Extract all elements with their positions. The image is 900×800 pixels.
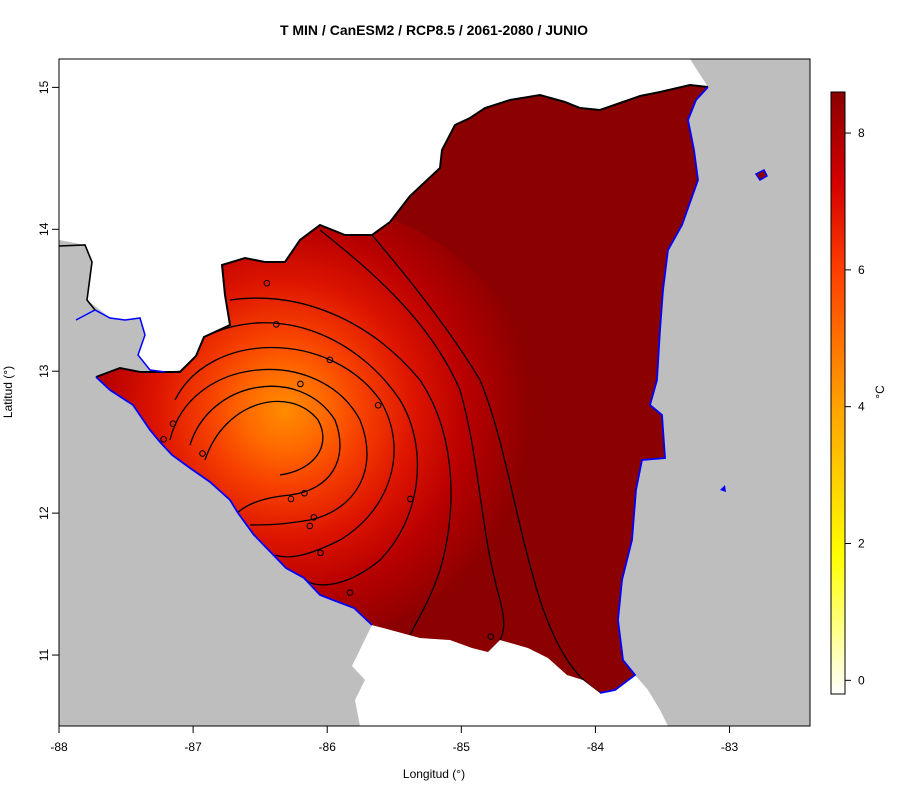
station-marker [317, 549, 324, 557]
small-island [720, 485, 726, 492]
station-marker [169, 420, 177, 428]
y-axis-label: Latitud (°) [1, 366, 15, 418]
honduras-border [59, 244, 96, 311]
y-tick-label: 13 [37, 364, 51, 378]
station-marker [263, 279, 271, 287]
station-marker [407, 495, 414, 503]
colorbar-tick-label: 4 [858, 400, 865, 414]
station-marker [301, 489, 308, 497]
station-marker [326, 356, 334, 364]
x-tick-label: -87 [184, 740, 202, 754]
station-marker [487, 633, 495, 640]
pacific-coastline [95, 376, 373, 626]
colorbar-label: °C [873, 385, 887, 399]
colorbar-ticks: 0 2 4 6 8 [845, 126, 865, 687]
x-tick-label: -88 [50, 740, 68, 754]
y-tick-label: 12 [37, 506, 51, 520]
map-title: T MIN / CanESM2 / RCP8.5 / 2061-2080 / J… [280, 22, 588, 38]
nicaragua-border [95, 83, 709, 378]
x-tick-label: -86 [319, 740, 337, 754]
colorbar [830, 91, 846, 695]
station-marker [310, 514, 318, 521]
station-marker [287, 495, 295, 503]
coastline [599, 86, 709, 694]
plot-frame [58, 58, 811, 727]
y-tick-label: 15 [37, 80, 51, 94]
corn-island [754, 168, 768, 181]
x-axis: -88 -87 -86 -85 -84 -83 [50, 726, 739, 754]
x-axis-label: Longitud (°) [403, 767, 465, 781]
costa-rica-land [352, 625, 668, 726]
x-tick-label: -85 [453, 740, 471, 754]
station-marker [199, 450, 206, 457]
gulf-fonseca [75, 309, 166, 373]
station-marker [374, 401, 382, 409]
colorbar-tick-label: 0 [858, 673, 865, 687]
station-marker [306, 522, 314, 530]
contour-lines [169, 229, 601, 693]
colorbar-tick-label: 2 [858, 537, 865, 551]
y-tick-label: 11 [37, 648, 51, 661]
station-marker [160, 436, 167, 443]
x-tick-label: -84 [587, 740, 605, 754]
y-tick-label: 14 [37, 222, 51, 236]
honduras-land [59, 59, 708, 372]
station-marker [272, 321, 280, 328]
station-marker [346, 589, 354, 596]
colorbar-tick-label: 6 [858, 263, 865, 277]
y-axis: 11 12 13 14 15 [37, 80, 59, 661]
station-markers [160, 279, 495, 640]
station-marker [297, 380, 304, 388]
colorbar-tick-label: 8 [858, 126, 865, 140]
x-tick-label: -83 [721, 740, 739, 754]
